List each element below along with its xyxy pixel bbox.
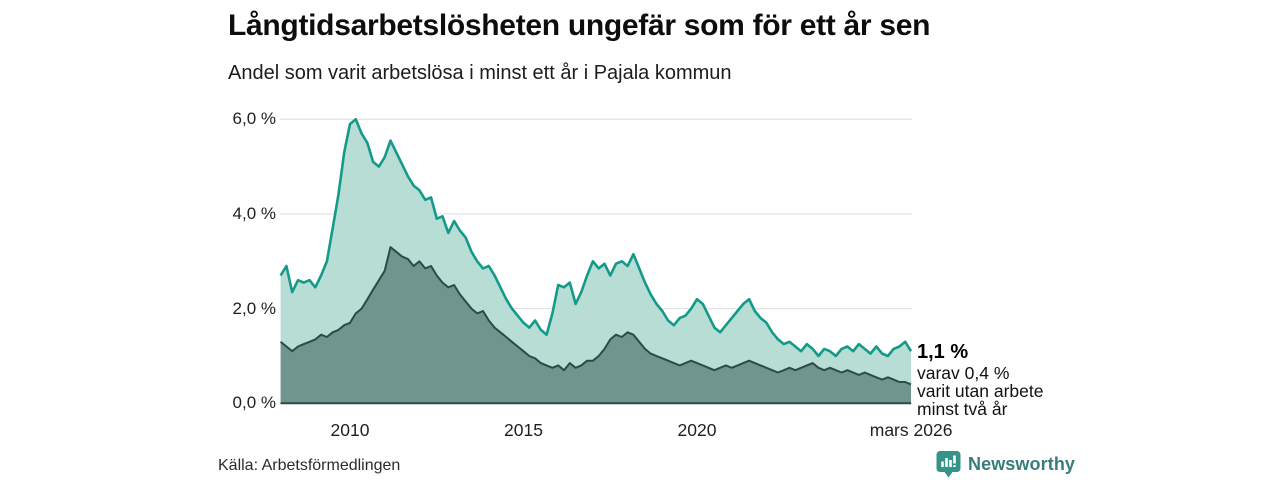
annotation-line: minst två år <box>917 399 1008 419</box>
bar-chart-bubble-icon <box>936 451 961 478</box>
annotation-latest-value: 1,1 % <box>917 341 969 363</box>
y-tick-label: 0,0 % <box>232 393 276 413</box>
y-tick-label: 6,0 % <box>232 109 276 129</box>
chart-subtitle: Andel som varit arbetslösa i minst ett å… <box>228 62 732 84</box>
line-series-min-two-years <box>279 246 912 386</box>
y-tick-label: 4,0 % <box>232 203 276 223</box>
annotation-line: varit utan arbete <box>917 381 1044 401</box>
x-tick-label: 2010 <box>330 420 370 440</box>
chart-title: Långtidsarbetslösheten ungefär som för e… <box>228 9 931 42</box>
line-series-min-one-year <box>279 118 913 358</box>
x-tick-label: mars 2026 <box>869 420 953 440</box>
brand-logo: Newsworthy <box>936 450 1075 478</box>
x-tick-label: 2015 <box>504 420 543 440</box>
annotation-line: varav 0,4 % <box>917 363 1010 383</box>
area-series-min-two-years <box>280 247 912 404</box>
source-caption: Källa: Arbetsförmedlingen <box>218 457 401 474</box>
y-tick-label: 2,0 % <box>232 298 276 318</box>
brand-name: Newsworthy <box>968 453 1076 474</box>
x-tick-label: 2020 <box>677 420 717 440</box>
